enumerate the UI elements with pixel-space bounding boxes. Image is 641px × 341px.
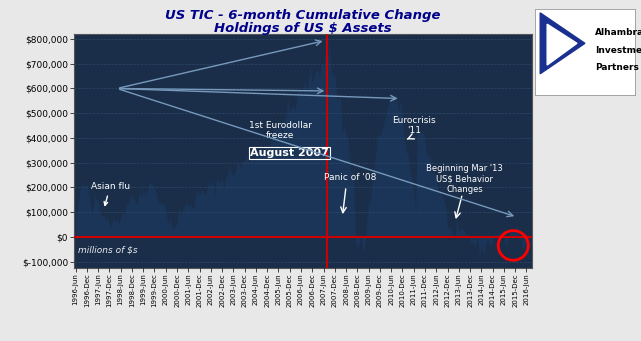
Polygon shape xyxy=(547,24,577,65)
Text: Alhambra: Alhambra xyxy=(595,28,641,38)
Polygon shape xyxy=(540,13,585,74)
Text: Eurocrisis
'11: Eurocrisis '11 xyxy=(392,116,435,135)
Text: Panic of '08: Panic of '08 xyxy=(324,173,376,182)
Text: Asian flu: Asian flu xyxy=(90,182,129,205)
Text: millions of $s: millions of $s xyxy=(78,246,138,254)
Text: Partners: Partners xyxy=(595,63,638,72)
Text: US TIC - 6-month Cumulative Change: US TIC - 6-month Cumulative Change xyxy=(165,9,440,21)
Text: 1st Eurodollar
freeze: 1st Eurodollar freeze xyxy=(249,121,312,140)
Text: Beginning Mar '13
US$ Behavior
Changes: Beginning Mar '13 US$ Behavior Changes xyxy=(426,164,503,194)
Text: Holdings of US $ Assets: Holdings of US $ Assets xyxy=(214,22,392,35)
Text: August 2007: August 2007 xyxy=(251,148,329,158)
Text: Investment: Investment xyxy=(595,46,641,55)
